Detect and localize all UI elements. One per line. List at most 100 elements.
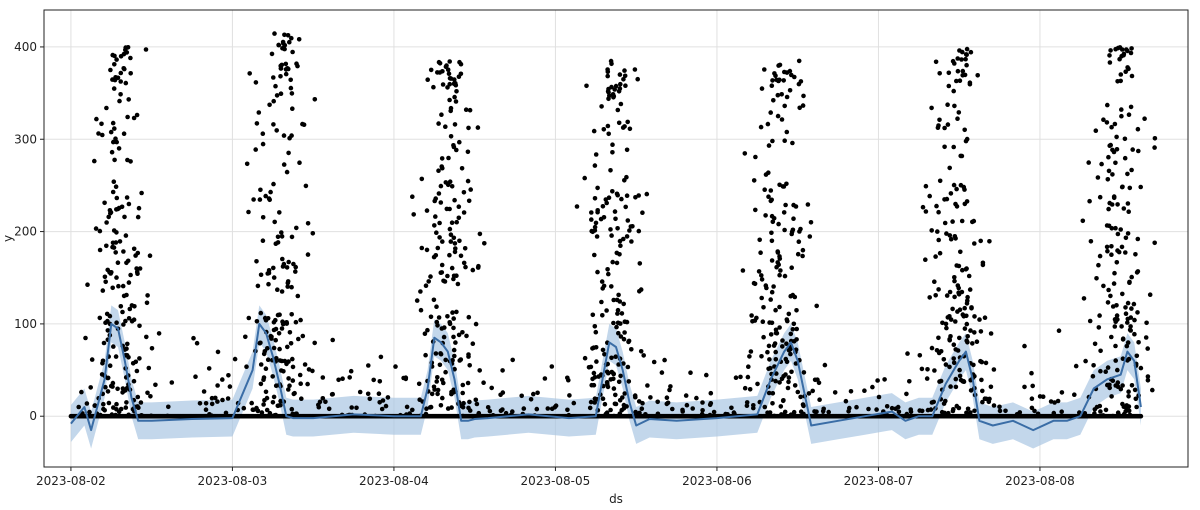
observed-point — [987, 239, 992, 244]
observed-point — [601, 127, 607, 132]
observed-point — [1081, 296, 1087, 301]
observed-point — [822, 362, 828, 368]
observed-point — [294, 411, 299, 417]
observed-point — [111, 139, 116, 145]
observed-point — [102, 408, 107, 413]
observed-point — [625, 218, 631, 223]
observed-point — [407, 411, 413, 416]
observed-point — [968, 388, 974, 393]
observed-point — [979, 377, 984, 383]
observed-point — [962, 187, 967, 192]
observed-point — [437, 362, 443, 368]
observed-point — [618, 81, 623, 87]
observed-point — [606, 370, 611, 376]
observed-point — [933, 59, 939, 65]
observed-point — [465, 380, 471, 386]
observed-point — [625, 119, 630, 125]
observed-point — [962, 127, 967, 133]
observed-point — [962, 305, 967, 311]
observed-point — [621, 336, 627, 342]
observed-point — [113, 250, 118, 255]
observed-point — [1127, 279, 1132, 285]
observed-point — [812, 377, 818, 383]
observed-point — [1135, 310, 1140, 315]
observed-point — [468, 187, 474, 192]
observed-point — [639, 406, 645, 412]
observed-point — [1150, 387, 1155, 393]
observed-point — [1056, 328, 1062, 334]
observed-point — [968, 49, 974, 55]
observed-point — [121, 131, 127, 136]
observed-point — [592, 396, 598, 402]
observed-point — [944, 325, 949, 331]
observed-point — [782, 273, 788, 279]
observed-point — [1110, 147, 1115, 153]
observed-point — [1118, 227, 1123, 232]
observed-point — [1123, 250, 1128, 255]
observed-point — [1119, 107, 1124, 112]
observed-point — [1100, 413, 1106, 418]
observed-point — [1120, 383, 1125, 388]
observed-point — [105, 328, 111, 333]
observed-point — [424, 247, 430, 253]
observed-point — [599, 299, 604, 305]
observed-point — [785, 385, 791, 391]
observed-point — [283, 61, 289, 67]
observed-point — [470, 341, 476, 347]
observed-point — [759, 273, 764, 278]
observed-point — [779, 92, 784, 97]
observed-point — [641, 353, 646, 358]
observed-point — [593, 220, 599, 226]
observed-point — [431, 297, 437, 303]
observed-point — [434, 304, 439, 310]
observed-point — [279, 326, 285, 331]
observed-point — [965, 334, 970, 339]
observed-point — [773, 73, 778, 79]
observed-point — [297, 372, 303, 378]
observed-point — [1132, 387, 1138, 393]
observed-point — [1105, 365, 1111, 370]
observed-point — [428, 314, 434, 320]
observed-point — [456, 204, 462, 209]
observed-point — [447, 59, 453, 64]
observed-point — [104, 220, 109, 225]
observed-point — [980, 262, 986, 268]
y-axis-title: y — [1, 235, 15, 242]
observed-point — [215, 349, 221, 355]
observed-point — [609, 84, 614, 90]
observed-point — [1152, 240, 1157, 246]
observed-point — [617, 411, 623, 417]
observed-point — [135, 404, 140, 409]
observed-point — [636, 193, 641, 198]
observed-point — [655, 411, 661, 417]
observed-point — [454, 147, 459, 153]
observed-point — [744, 400, 750, 405]
observed-point — [139, 190, 144, 196]
observed-point — [220, 377, 225, 382]
observed-point — [447, 179, 453, 184]
observed-point — [587, 405, 593, 411]
observed-point — [283, 71, 289, 77]
observed-point — [146, 365, 152, 371]
observed-point — [457, 358, 463, 363]
observed-point — [279, 368, 284, 373]
observed-point — [120, 283, 126, 289]
observed-point — [767, 320, 772, 325]
observed-point — [476, 410, 482, 416]
observed-point — [565, 407, 570, 413]
observed-point — [938, 349, 944, 354]
observed-point — [605, 267, 610, 272]
observed-point — [947, 289, 953, 295]
observed-point — [566, 412, 572, 418]
observed-point — [792, 74, 797, 80]
observed-point — [203, 401, 209, 406]
observed-point — [114, 57, 119, 62]
observed-point — [776, 63, 781, 68]
observed-point — [316, 404, 322, 410]
observed-point — [948, 236, 954, 242]
observed-point — [991, 367, 997, 372]
observed-point — [1121, 411, 1127, 417]
observed-point — [467, 408, 473, 413]
observed-point — [771, 216, 777, 221]
observed-point — [102, 274, 108, 280]
